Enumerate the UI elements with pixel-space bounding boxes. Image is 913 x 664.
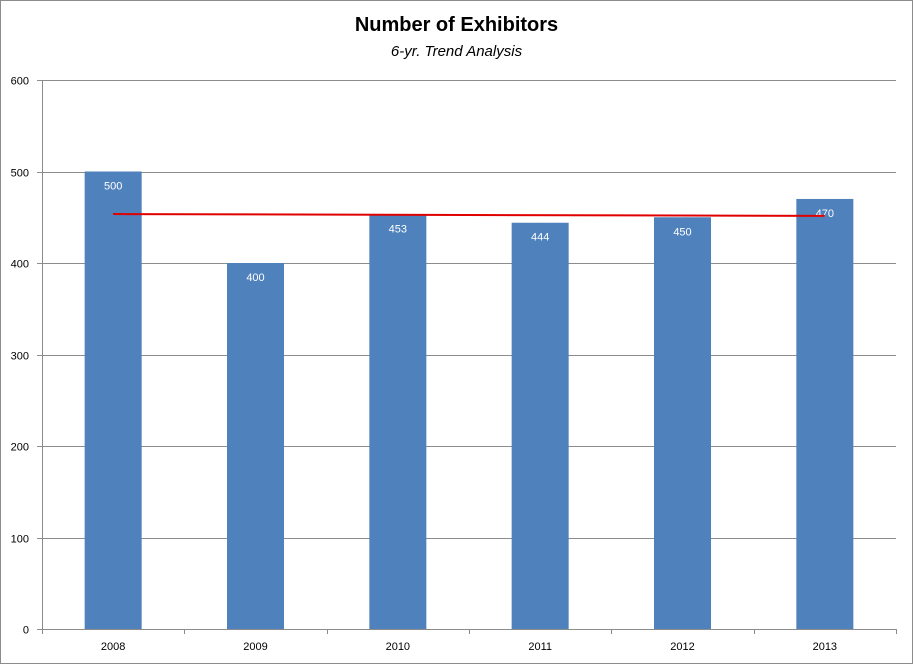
y-tick-label-500: 500	[11, 168, 29, 180]
data-label-2011: 444	[531, 232, 549, 244]
chart-title: Number of Exhibitors	[354, 14, 559, 36]
bar-2012	[654, 217, 711, 629]
x-tick-label-2010: 2010	[386, 641, 410, 653]
y-tick-label-400: 400	[11, 259, 29, 271]
x-tick-label-2011: 2011	[528, 641, 552, 653]
data-label-2012: 450	[673, 226, 691, 238]
y-tick-label-0: 0	[23, 625, 29, 637]
data-label-2013: 470	[816, 208, 834, 220]
bar-2008	[84, 171, 142, 629]
y-tick-label-600: 600	[11, 76, 29, 88]
bar-2009	[227, 263, 284, 629]
bar-2011	[511, 222, 569, 630]
y-tick-label-300: 300	[11, 351, 29, 363]
data-label-2009: 400	[246, 272, 264, 284]
x-tick-label-2013: 2013	[813, 641, 837, 653]
x-tick-label-2008: 2008	[101, 641, 125, 653]
x-tick-label-2012: 2012	[670, 641, 694, 653]
trendline	[113, 213, 825, 217]
chart-subtitle: 6-yr. Trend Analysis	[390, 43, 523, 60]
data-label-2008: 500	[104, 181, 122, 193]
data-label-2010: 453	[389, 224, 407, 236]
y-tick-label-200: 200	[11, 442, 29, 454]
bar-2013	[796, 198, 854, 629]
x-tick-label-2009: 2009	[243, 641, 267, 653]
y-tick-label-100: 100	[11, 534, 29, 546]
bar-2010	[369, 214, 427, 629]
